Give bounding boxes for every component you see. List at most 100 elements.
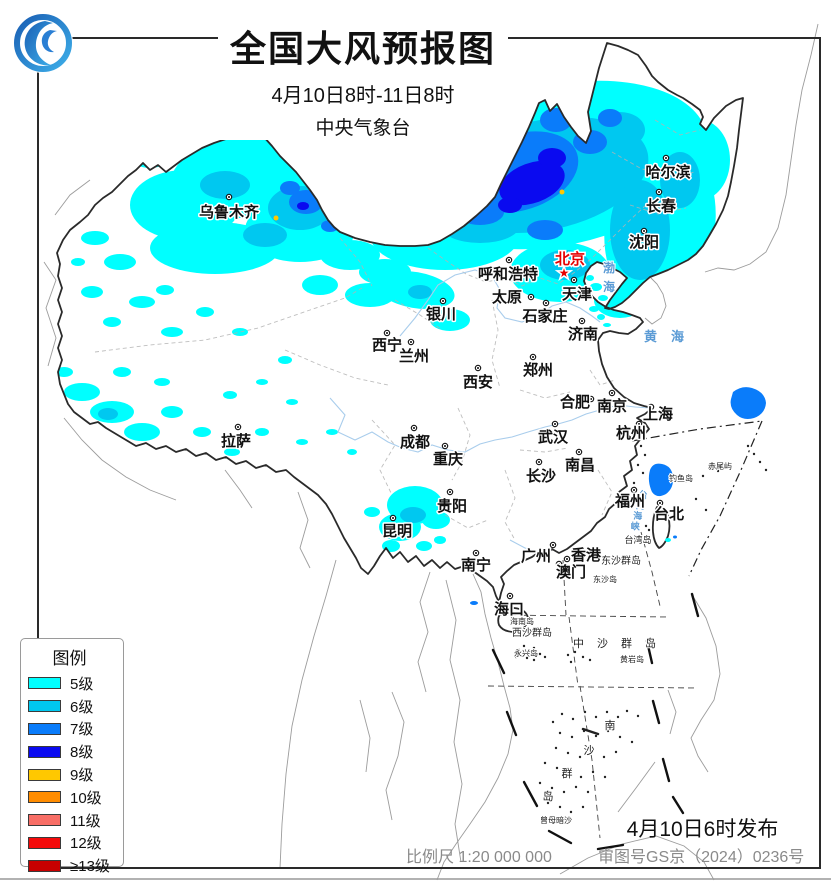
city-marker-dot bbox=[537, 460, 541, 464]
legend-item: ≥13级 bbox=[28, 854, 123, 877]
islet-dot bbox=[627, 495, 631, 499]
island-label: 群 bbox=[562, 766, 573, 780]
city-label: 西安 bbox=[463, 373, 493, 391]
islet-dot bbox=[752, 452, 756, 456]
city-marker-dot bbox=[443, 444, 447, 448]
sea-label: 渤海 bbox=[603, 260, 615, 294]
legend-item-label: 7级 bbox=[70, 721, 94, 739]
islet-dot bbox=[554, 746, 558, 750]
islet-dot bbox=[581, 805, 585, 809]
islet-dot bbox=[586, 790, 590, 794]
title-block: 全国大风预报图 4月10日8时-11日8时 中央气象台 bbox=[218, 20, 508, 140]
city-label: 济南 bbox=[568, 325, 598, 343]
islet-dot bbox=[630, 740, 634, 744]
islet-dot bbox=[614, 750, 618, 754]
island-label: 黄岩岛 bbox=[620, 654, 644, 664]
city-marker-dot bbox=[476, 366, 480, 370]
islet-dot bbox=[594, 734, 598, 738]
legend-item: 12级 bbox=[28, 832, 123, 855]
city-label: 重庆 bbox=[433, 450, 463, 468]
islet-dot bbox=[694, 497, 698, 501]
legend-swatch bbox=[28, 791, 61, 804]
islet-dot bbox=[555, 766, 559, 770]
city-label: 北京 bbox=[555, 250, 585, 268]
islet-dot bbox=[641, 471, 645, 475]
islet-dot bbox=[569, 660, 573, 664]
legend-item: 11级 bbox=[28, 809, 123, 832]
city-marker-dot bbox=[572, 278, 576, 282]
islet-dot bbox=[643, 453, 647, 457]
islet-dot bbox=[588, 658, 592, 662]
city-marker-dot bbox=[507, 258, 511, 262]
city-marker-dot bbox=[551, 543, 555, 547]
islet-dot bbox=[758, 460, 762, 464]
islet-dot bbox=[527, 650, 531, 654]
city-marker-dot bbox=[580, 319, 584, 323]
islet-dot bbox=[532, 658, 536, 662]
city-marker-dot bbox=[448, 490, 452, 494]
island-label: 赤尾屿 bbox=[708, 462, 732, 471]
legend-swatch bbox=[28, 677, 61, 690]
city-marker-dot bbox=[409, 340, 413, 344]
city-marker-dot bbox=[227, 195, 231, 199]
island-label: 岛 bbox=[543, 789, 554, 803]
legend-swatch bbox=[28, 722, 61, 735]
city-marker-dot bbox=[557, 562, 561, 566]
city-label: 成都 bbox=[400, 433, 430, 451]
city-label: 香港 bbox=[571, 546, 602, 564]
sea-label: 台湾海峡 bbox=[631, 489, 648, 532]
islet-dot bbox=[562, 790, 566, 794]
rivers bbox=[329, 269, 651, 553]
city-label: 南京 bbox=[597, 397, 627, 415]
city-label: 广州 bbox=[521, 547, 551, 565]
islet-dot bbox=[581, 655, 585, 659]
islet-dot bbox=[603, 775, 607, 779]
islet-dot bbox=[639, 444, 643, 448]
city-marker-dot bbox=[589, 397, 593, 401]
legend-swatch bbox=[28, 859, 61, 872]
legend-item-label: 11级 bbox=[70, 812, 101, 830]
islet-dot bbox=[570, 735, 574, 739]
islet-dot bbox=[636, 714, 640, 718]
islet-dot bbox=[566, 653, 570, 657]
sea-boundary-lines bbox=[631, 420, 763, 577]
islet-dot bbox=[574, 785, 578, 789]
islet-dots bbox=[514, 444, 768, 814]
city-marker-dot bbox=[664, 156, 668, 160]
islet-dot bbox=[716, 469, 720, 473]
city-label: 哈尔滨 bbox=[645, 163, 690, 181]
city-label: 福州 bbox=[614, 492, 645, 510]
city-label: 昆明 bbox=[382, 523, 412, 540]
islet-dot bbox=[538, 781, 542, 785]
islet-dot bbox=[558, 731, 562, 735]
city-label: 天津 bbox=[562, 285, 592, 303]
city-label: 西宁 bbox=[372, 336, 402, 354]
island-label: 南 bbox=[605, 719, 616, 732]
island-label: 海南岛 bbox=[510, 616, 534, 626]
city-marker-dot bbox=[531, 355, 535, 359]
legend-item-label: 12级 bbox=[70, 835, 102, 853]
islet-dot bbox=[514, 655, 518, 659]
city-label: 石家庄 bbox=[521, 307, 567, 325]
island-label: 曾母暗沙 bbox=[540, 815, 572, 825]
islet-dot bbox=[578, 755, 582, 759]
city-marker-dot bbox=[657, 190, 661, 194]
islet-dot bbox=[525, 656, 529, 660]
city-marker-dot bbox=[441, 299, 445, 303]
scs-division-lines bbox=[487, 531, 698, 839]
island-label: 台湾岛 bbox=[624, 534, 651, 545]
islet-dot bbox=[551, 720, 555, 724]
issue-time: 4月10日6时发布 bbox=[626, 818, 779, 841]
islet-dot bbox=[601, 575, 605, 579]
legend-item-label: 10级 bbox=[70, 789, 102, 807]
island-label: 中沙群岛 bbox=[573, 636, 669, 650]
island-label: 东沙群岛 bbox=[601, 554, 641, 567]
city-label: 武汉 bbox=[538, 428, 569, 446]
islet-dot bbox=[684, 479, 688, 483]
islet-dot bbox=[616, 715, 620, 719]
city-label: 杭州 bbox=[616, 424, 646, 442]
islet-dot bbox=[532, 646, 536, 650]
legend-items: 5级 6级 7级 8级 9级 10级 11级 12级 ≥13级 bbox=[28, 672, 123, 877]
city-label: 长春 bbox=[646, 197, 676, 215]
island-label: 永兴岛 bbox=[514, 648, 538, 658]
